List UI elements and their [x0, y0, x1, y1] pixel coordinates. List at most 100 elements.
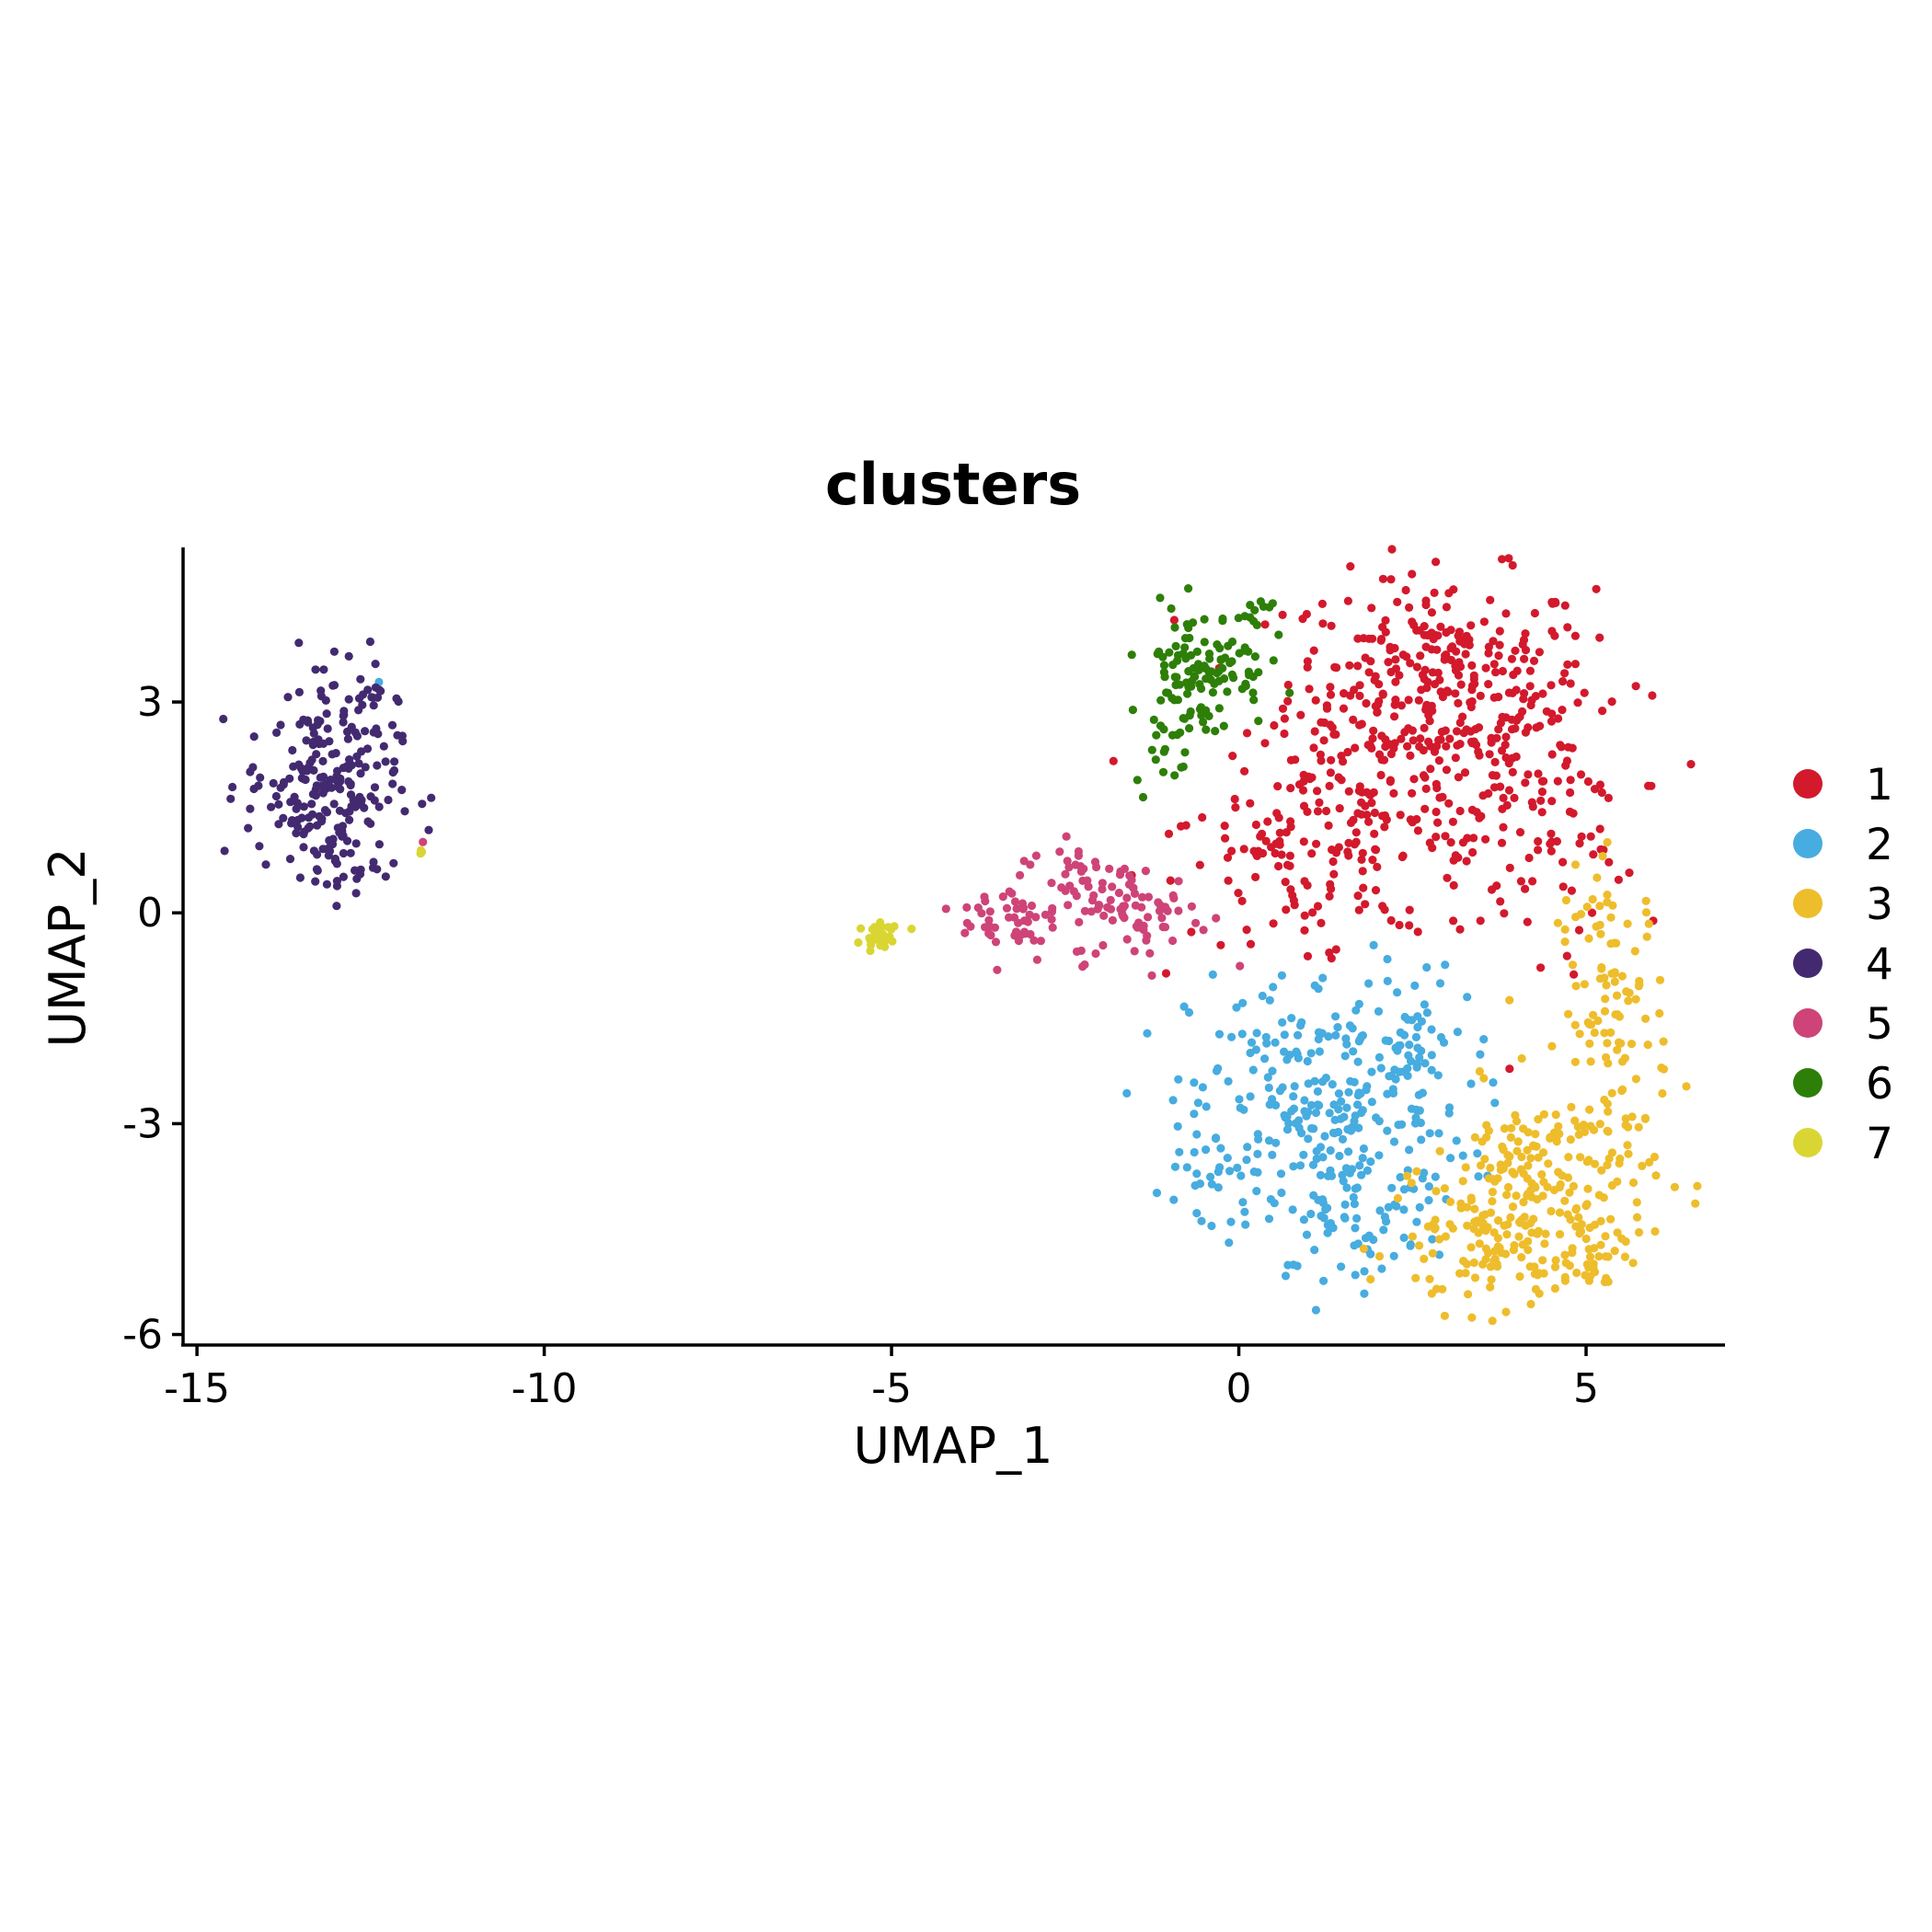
point-cluster-1 — [1216, 940, 1225, 949]
point-cluster-1 — [1432, 558, 1441, 567]
point-cluster-2 — [1294, 1030, 1303, 1040]
point-cluster-2 — [1359, 1144, 1368, 1154]
point-cluster-6 — [1204, 711, 1213, 721]
point-cluster-1 — [1281, 878, 1290, 887]
point-cluster-1 — [1520, 689, 1529, 698]
point-cluster-1 — [1454, 698, 1463, 708]
point-cluster-3 — [1503, 1182, 1513, 1192]
point-cluster-1 — [1587, 908, 1597, 917]
point-cluster-1 — [1387, 545, 1397, 554]
point-cluster-3 — [1588, 894, 1597, 904]
point-cluster-3 — [1538, 1148, 1548, 1157]
point-cluster-2 — [1316, 1143, 1326, 1152]
point-cluster-1 — [1524, 853, 1534, 863]
point-cluster-1 — [1529, 656, 1539, 666]
point-cluster-3 — [1574, 1213, 1583, 1222]
point-cluster-1 — [1574, 926, 1584, 935]
point-cluster-3 — [1555, 1230, 1565, 1239]
point-cluster-1 — [1401, 585, 1410, 595]
point-cluster-3 — [1408, 1232, 1417, 1241]
point-cluster-3 — [1638, 1161, 1647, 1170]
point-cluster-3 — [1489, 1228, 1499, 1237]
point-cluster-3 — [1402, 1171, 1412, 1180]
point-cluster-1 — [1319, 736, 1328, 745]
point-cluster-2 — [1170, 1162, 1180, 1171]
point-cluster-2 — [1399, 1233, 1409, 1242]
point-cluster-2 — [1329, 1100, 1339, 1110]
point-cluster-2 — [1266, 1195, 1275, 1204]
point-cluster-6 — [1190, 672, 1199, 681]
point-cluster-1 — [1421, 784, 1431, 794]
point-cluster-6 — [1250, 605, 1259, 615]
point-cluster-3 — [1621, 1121, 1630, 1130]
point-cluster-4 — [381, 872, 390, 881]
point-cluster-4 — [274, 799, 283, 810]
point-cluster-2 — [1236, 1171, 1246, 1180]
point-cluster-2 — [1330, 1115, 1340, 1124]
point-cluster-5 — [1071, 860, 1080, 869]
point-cluster-3 — [1517, 1053, 1526, 1064]
point-cluster-4 — [311, 665, 320, 674]
point-cluster-2 — [1412, 1063, 1421, 1072]
point-cluster-3 — [1441, 1232, 1450, 1241]
point-cluster-3 — [1658, 1088, 1667, 1098]
point-cluster-3 — [1622, 987, 1631, 996]
point-cluster-6 — [1158, 767, 1168, 776]
point-cluster-1 — [1570, 970, 1579, 979]
point-cluster-3 — [1473, 1218, 1482, 1227]
point-cluster-1 — [1537, 808, 1547, 817]
point-cluster-1 — [1286, 755, 1295, 765]
point-cluster-4 — [276, 783, 285, 792]
point-cluster-1 — [1376, 636, 1386, 645]
point-cluster-4 — [269, 778, 278, 788]
point-cluster-2 — [1366, 1157, 1375, 1167]
point-cluster-1 — [1466, 737, 1477, 746]
point-cluster-5 — [1062, 832, 1071, 841]
point-cluster-1 — [1472, 808, 1481, 817]
point-cluster-1 — [1368, 856, 1377, 865]
point-cluster-3 — [1659, 1037, 1668, 1046]
point-cluster-4 — [392, 694, 401, 703]
point-cluster-3 — [1525, 1262, 1535, 1271]
point-cluster-1 — [1349, 815, 1358, 825]
point-cluster-1 — [1508, 560, 1517, 570]
point-cluster-1 — [1446, 626, 1455, 635]
point-cluster-6 — [1167, 604, 1176, 614]
point-cluster-1 — [1563, 660, 1572, 670]
point-cluster-2 — [1262, 1039, 1271, 1048]
point-cluster-3 — [1539, 1110, 1548, 1119]
legend-swatch-1 — [1793, 769, 1823, 799]
point-cluster-1 — [1370, 808, 1379, 818]
point-cluster-1 — [1451, 661, 1460, 671]
point-cluster-5 — [1118, 904, 1127, 914]
point-cluster-4 — [349, 795, 358, 805]
point-cluster-1 — [1359, 634, 1368, 643]
point-cluster-3 — [1448, 1224, 1457, 1233]
point-cluster-4 — [358, 700, 367, 709]
point-cluster-1 — [1485, 750, 1494, 759]
point-cluster-2 — [1342, 1183, 1351, 1192]
point-cluster-1 — [1417, 685, 1426, 695]
point-cluster-3 — [1513, 1137, 1523, 1146]
point-cluster-1 — [1454, 631, 1463, 640]
point-cluster-4 — [341, 809, 351, 818]
point-cluster-3 — [1575, 1029, 1584, 1039]
point-cluster-3 — [1515, 1218, 1524, 1227]
point-cluster-4 — [352, 731, 362, 741]
point-cluster-3 — [1517, 1152, 1526, 1162]
point-cluster-5 — [1138, 892, 1147, 902]
point-cluster-6 — [1252, 620, 1261, 630]
point-cluster-3 — [1603, 1099, 1612, 1109]
point-cluster-5 — [1018, 904, 1028, 914]
point-cluster-4 — [339, 872, 348, 881]
point-cluster-2 — [1314, 1034, 1323, 1044]
point-cluster-3 — [1538, 1191, 1547, 1201]
point-cluster-6 — [1177, 763, 1186, 772]
point-cluster-1 — [1425, 838, 1434, 847]
point-cluster-1 — [1454, 853, 1463, 862]
point-cluster-1 — [1449, 916, 1458, 926]
point-cluster-2 — [1374, 1151, 1384, 1160]
point-cluster-3 — [1603, 1039, 1612, 1048]
point-cluster-4 — [255, 842, 264, 851]
